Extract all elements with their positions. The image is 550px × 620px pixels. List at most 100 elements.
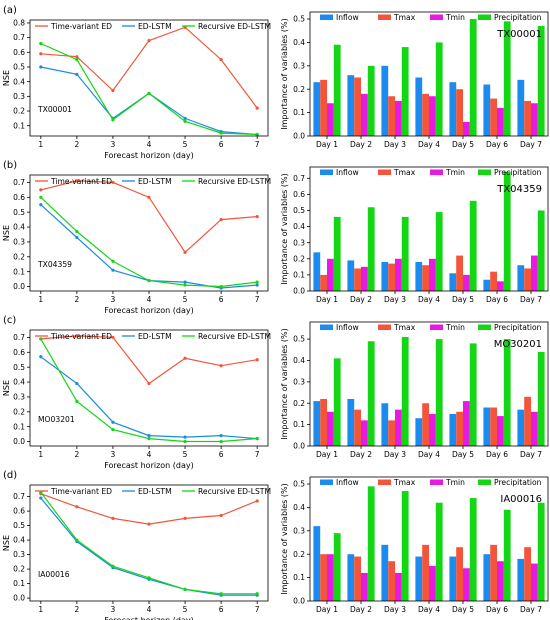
y-tick-label: 0.7 [13,333,25,342]
data-point [111,428,115,432]
bar-precipitation-day-1 [333,216,341,291]
y-tick-label: 0.5 [293,335,305,344]
bar-tmax-day-5 [456,411,463,446]
y-tick-label: 0.5 [293,206,305,215]
bar-inflow-day-3 [381,403,389,446]
legend-label: Precipitation [494,323,542,332]
y-tick-label: 0.1 [13,422,25,431]
y-tick-label: 0.7 [13,178,25,187]
y-tick-label: 0.6 [13,193,25,202]
data-point [255,215,259,219]
bar-tmax-day-1 [320,274,327,291]
y-tick-label: 0.0 [293,597,305,606]
x-tick-label: Day 1 [316,295,338,304]
bar-tmin-day-4 [429,565,436,601]
data-point [39,355,43,359]
x-tick-label: Day 2 [350,450,372,459]
x-tick-label: Day 3 [384,450,406,459]
site-label: IA00016 [500,494,542,505]
data-point [183,435,187,439]
series-line [40,356,258,440]
legend-label: Time-variant ED [50,332,112,341]
line-chart-TX00001: 0.1 0.2 0.3 0.4 0.5 0.6 0.7 0.8 1 2 3 4 5 6 7 Time-vari… [2,5,271,160]
legend-swatch [478,479,491,485]
data-point [111,88,115,93]
x-tick-label: 1 [38,295,43,304]
data-point [39,188,43,192]
legend-label: Tmax [393,323,416,332]
y-tick-label: 0.3 [13,92,25,101]
data-point [111,180,115,185]
y-tick-label: 0.6 [13,48,25,57]
y-tick-label: 0.3 [13,238,25,247]
bar-tmin-day-2 [361,420,368,446]
bar-precipitation-day-5 [469,19,477,136]
bar-precipitation-day-6 [503,509,511,601]
y-tick-label: 0.4 [293,503,305,512]
bar-precipitation-day-3 [401,491,409,601]
bar-tmin-day-7 [531,103,538,136]
y-tick-label: 0.4 [293,38,305,47]
x-tick-label: 6 [219,140,224,149]
x-tick-label: Day 6 [486,140,508,149]
bar-tmin-day-5 [463,401,470,446]
bar-precipitation-day-5 [469,200,477,291]
legend-swatch [378,169,391,175]
x-tick-label: 7 [255,295,260,304]
data-point [111,259,115,263]
bar-inflow-day-7 [517,558,525,601]
x-tick-label: Day 5 [452,605,474,614]
bar-inflow-day-4 [415,556,423,601]
site-label: TX00001 [496,29,542,40]
bar-inflow-day-2 [347,398,355,446]
x-tick-label: 4 [147,140,152,149]
x-tick-label: 4 [147,295,152,304]
x-tick-label: Day 4 [418,140,440,149]
y-tick-label: 0.1 [13,267,25,276]
data-point [147,38,151,43]
data-point [219,131,223,135]
data-point [39,195,43,199]
bar-precipitation-day-4 [435,212,443,291]
y-tick-label: 0.7 [13,33,25,42]
legend-label: Tmax [393,13,416,22]
y-tick-label: 0.5 [13,521,25,530]
bar-precipitation-day-2 [367,486,375,601]
x-tick-label: 3 [111,140,116,149]
bar-tmin-day-2 [361,266,368,291]
bar-precipitation-day-2 [367,207,375,291]
data-point [219,218,223,222]
x-tick-label: Day 3 [384,295,406,304]
y-tick-label: 0.1 [293,108,305,117]
x-tick-label: 5 [183,140,188,149]
bar-tmax-day-6 [490,98,497,136]
site-label: TX04359 [37,260,72,269]
legend-swatch [320,324,333,330]
x-tick-label: Day 2 [350,605,372,614]
site-label: TX00001 [37,105,72,114]
data-point [255,358,259,362]
data-point [75,399,79,403]
data-point [39,41,43,46]
legend-label: Recursive ED-LSTM [198,487,271,496]
data-point [111,118,115,122]
data-point [75,334,79,338]
bar-tmin-day-6 [497,107,504,136]
series-ed-lstm [39,65,259,137]
bar-tmin-day-6 [497,561,504,601]
plot-frame [309,476,549,602]
bar-tmax-day-4 [422,403,429,446]
bar-tmax-day-7 [524,100,531,136]
series-line [40,204,258,289]
bar-tmax-day-3 [388,420,395,446]
bar-precipitation-day-7 [537,502,545,601]
bar-inflow-day-4 [415,77,423,136]
bar-tmin-day-1 [327,258,334,291]
panel-label: (a) [3,5,17,16]
y-tick-label: 0.4 [13,223,25,232]
y-tick-label: 0.5 [293,15,305,24]
legend-label: Time-variant ED [50,487,112,496]
bar-tmin-day-5 [463,121,470,136]
bar-tmax-day-3 [388,96,395,136]
bar-tmax-day-4 [422,544,429,601]
